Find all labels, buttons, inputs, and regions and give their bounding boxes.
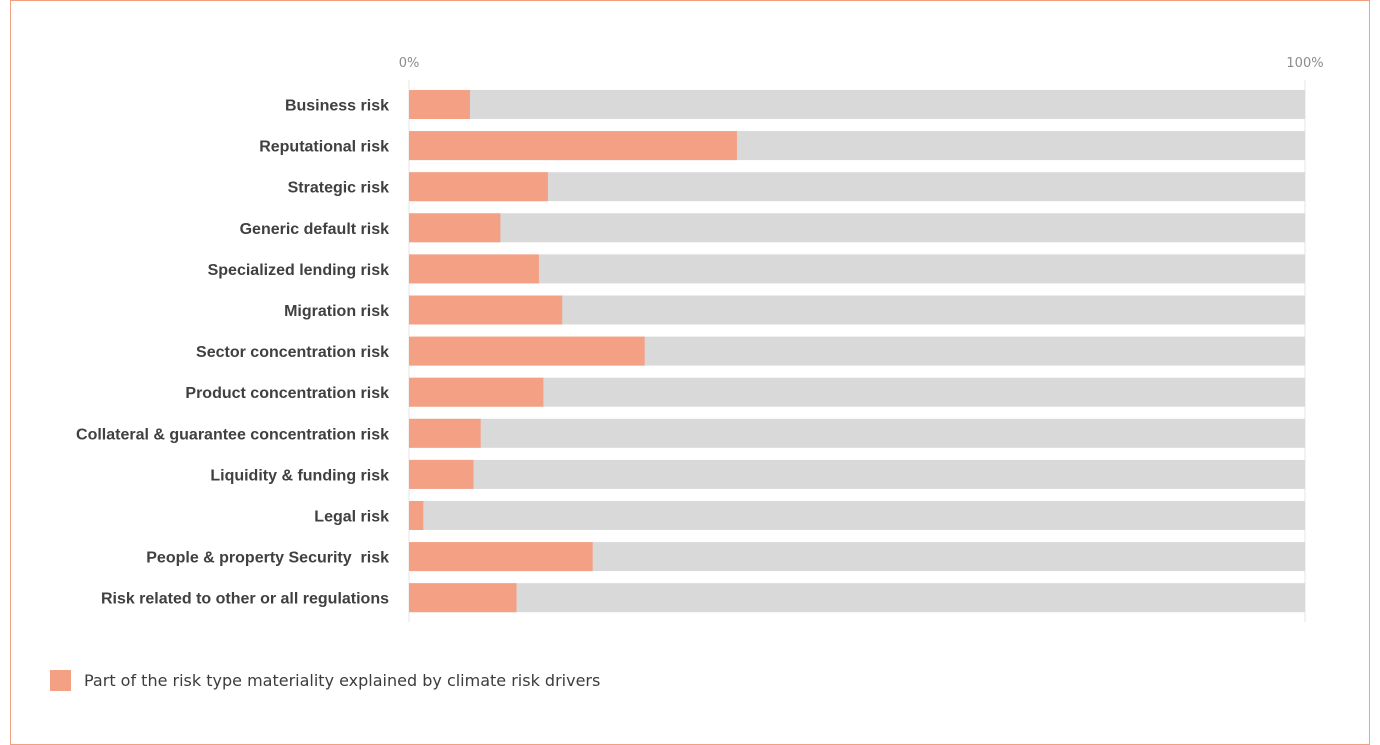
legend-swatch [50, 669, 71, 691]
bar [409, 459, 474, 489]
bar [409, 90, 470, 119]
category-label: Risk related to other or all regulations [101, 591, 389, 608]
category-label: Generic default risk [240, 221, 389, 238]
category-label: Liquidity & funding risk [210, 467, 389, 484]
category-label: Product concentration risk [185, 385, 389, 402]
bar-track [409, 583, 1305, 613]
category-label: Strategic risk [288, 180, 389, 197]
bar-track [409, 377, 1305, 407]
bar [409, 254, 539, 284]
category-label: Sector concentration risk [196, 344, 389, 361]
bar-track [409, 172, 1305, 202]
bar-track [409, 418, 1305, 448]
bar [409, 583, 517, 613]
category-label: Legal risk [314, 509, 389, 526]
bar [409, 213, 501, 243]
bar [409, 172, 548, 202]
bar [409, 542, 593, 572]
bar [409, 295, 563, 325]
bar [409, 336, 645, 366]
bar-track [409, 501, 1305, 530]
x-tick-label: 100% [1286, 56, 1323, 71]
bar [409, 377, 544, 407]
bar [409, 501, 424, 530]
bar [409, 418, 481, 448]
category-label: People & property Security risk [146, 550, 389, 567]
category-label: Collateral & guarantee concentration ris… [76, 426, 389, 443]
category-label: Reputational risk [259, 139, 389, 156]
bar-track [409, 254, 1305, 284]
category-label: Business risk [285, 98, 389, 115]
legend: Part of the risk type materiality explai… [50, 669, 600, 691]
bar-track [409, 459, 1305, 489]
category-label: Specialized lending risk [208, 262, 389, 279]
bar [409, 131, 737, 161]
category-label: Migration risk [284, 303, 389, 320]
x-tick-label: 0% [399, 56, 420, 71]
bar-track [409, 213, 1305, 243]
legend-label: Part of the risk type materiality explai… [84, 670, 601, 690]
bar-track [409, 90, 1305, 119]
